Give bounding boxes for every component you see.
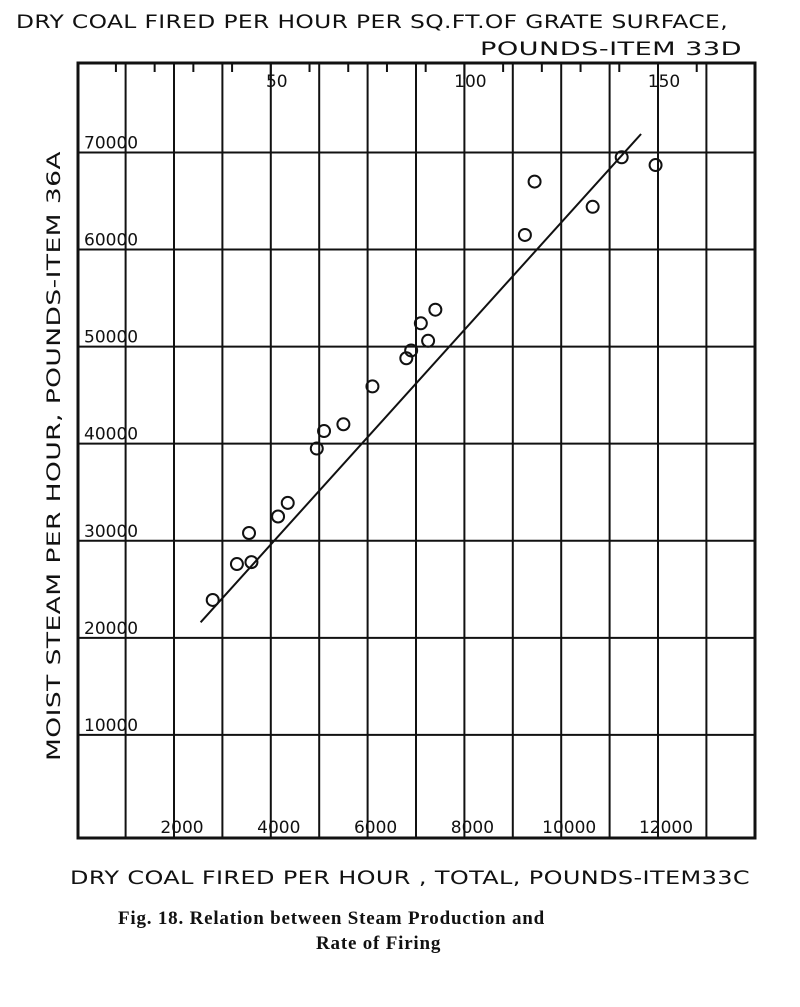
y-tick-label: 20000: [84, 619, 138, 639]
figure-caption-line-2: Rate of Firing: [316, 933, 441, 954]
top-axis-tick-marks: [114, 63, 698, 79]
chart-grid: [78, 63, 755, 838]
y-tick-label: 50000: [84, 328, 138, 348]
plot-frame: [76, 61, 757, 840]
data-point: [229, 557, 244, 572]
x-axis-label: DRY COAL FIRED PER HOUR , TOTAL, POUNDS-…: [70, 867, 750, 889]
data-point: [527, 174, 542, 189]
data-point: [428, 302, 443, 317]
x-tick-label: 6000: [354, 818, 397, 838]
data-point: [309, 441, 324, 456]
x-tick-label: 2000: [160, 818, 203, 838]
trend-line: [199, 133, 642, 623]
top-axis-tick-label: 50: [266, 72, 288, 92]
y-tick-label: 30000: [84, 522, 138, 542]
data-point: [242, 525, 257, 540]
data-point: [365, 379, 380, 394]
y-tick-label: 70000: [84, 133, 138, 153]
x-tick-label: 8000: [451, 818, 494, 838]
y-axis-label: MOIST STEAM PER HOUR, POUNDS-ITEM 36A: [43, 151, 65, 761]
chart-title: DRY COAL FIRED PER HOUR PER SQ.FT.OF GRA…: [16, 11, 728, 33]
data-point: [271, 509, 286, 524]
data-point: [585, 199, 600, 214]
data-point: [413, 316, 428, 331]
top-axis-tick-label: 150: [648, 72, 680, 92]
data-point: [244, 555, 259, 570]
trend-line-layer: [199, 133, 642, 623]
data-points-layer: [205, 150, 663, 607]
data-point: [404, 343, 419, 358]
x-tick-label: 10000: [542, 818, 596, 838]
data-point: [614, 150, 629, 165]
data-point: [280, 495, 295, 510]
data-point: [648, 158, 663, 173]
y-tick-label: 40000: [84, 425, 138, 445]
y-tick-label: 60000: [84, 231, 138, 251]
tick-labels-layer: 2000 4000 6000 8000 10000 12000 50 100 150 10000 2…: [84, 72, 693, 838]
y-tick-label: 10000: [84, 716, 138, 736]
top-axis-label: POUNDS-ITEM 33D: [480, 38, 742, 60]
x-tick-label: 4000: [257, 818, 300, 838]
data-point: [317, 424, 332, 439]
data-point: [336, 417, 351, 432]
top-axis-tick-label: 100: [454, 72, 486, 92]
figure-caption-line-1: Fig. 18. Relation between Steam Producti…: [118, 908, 545, 929]
data-point: [205, 592, 220, 607]
data-point: [421, 333, 436, 348]
data-point: [517, 227, 532, 242]
x-tick-label: 12000: [639, 818, 693, 838]
